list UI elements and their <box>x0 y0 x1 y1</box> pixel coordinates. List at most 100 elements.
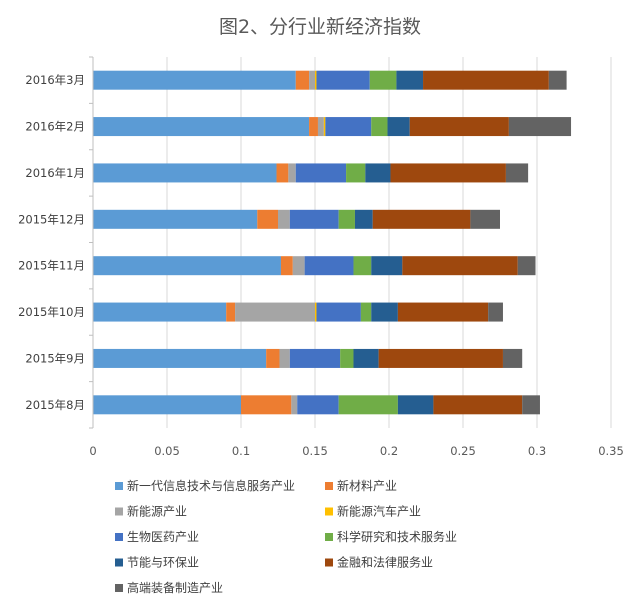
legend-swatch <box>325 482 333 490</box>
bar-segment <box>387 117 410 137</box>
bar-segment <box>433 395 523 415</box>
bar-segment <box>93 256 281 276</box>
bar-segment <box>502 348 523 368</box>
legend-swatch <box>115 482 123 490</box>
legend-label: 高端装备制造产业 <box>127 580 223 595</box>
category-label: 2015年11月 <box>18 259 85 273</box>
axes: 0 0.05 0.1 0.15 0.2 0.25 0.3 0.35 2016年3月 2016年2月… <box>18 56 624 458</box>
bar-segment <box>93 395 241 415</box>
x-tick-label: 0.2 <box>380 444 398 458</box>
bar-segment <box>316 70 370 90</box>
bar-segment <box>402 256 518 276</box>
legend-label: 节能与环保业 <box>127 556 199 570</box>
legend-swatch <box>115 558 123 567</box>
bar-segment <box>295 163 347 183</box>
bar-segment <box>369 70 397 90</box>
category-label: 2015年10月 <box>18 305 85 319</box>
x-tick-label: 0.05 <box>154 444 180 458</box>
bar-segment <box>409 117 509 137</box>
bar-segment <box>338 209 355 229</box>
bars <box>93 70 572 415</box>
bar-segment <box>304 256 354 276</box>
bar-segment <box>353 256 372 276</box>
bar-segment <box>488 302 503 322</box>
bar-segment <box>295 70 310 90</box>
bar-segment <box>360 302 372 322</box>
category-label: 2016年1月 <box>25 166 85 180</box>
bar-segment <box>372 209 471 229</box>
legend-label: 金融和法律服务业 <box>337 555 433 570</box>
bar-segment <box>93 348 267 368</box>
bar-segment <box>378 348 503 368</box>
bar-segment <box>365 163 391 183</box>
x-tick-label: 0.1 <box>232 444 250 458</box>
x-tick-label: 0.25 <box>450 444 476 458</box>
bar-segment <box>346 163 366 183</box>
bar-segment <box>280 256 293 276</box>
bar-segment <box>323 117 326 137</box>
x-tick-label: 0.15 <box>302 444 328 458</box>
legend-swatch <box>325 558 333 567</box>
bar-segment <box>288 163 296 183</box>
category-label: 2015年8月 <box>25 398 85 412</box>
bar-segment <box>315 302 317 322</box>
bar-segment <box>371 256 403 276</box>
bar-segment <box>279 348 290 368</box>
bar-segment <box>423 70 549 90</box>
bar-segment <box>338 395 398 415</box>
legend-swatch <box>115 533 123 541</box>
legend-label: 新能源汽车产业 <box>337 504 421 519</box>
legend-label: 科学研究和技术服务业 <box>337 529 457 544</box>
bar-segment <box>257 209 278 229</box>
bar-segment <box>266 348 280 368</box>
bar-segment <box>397 395 434 415</box>
bar-segment <box>276 163 289 183</box>
bar-segment <box>289 209 339 229</box>
bar-segment <box>93 163 277 183</box>
x-tick-label: 0.3 <box>528 444 546 458</box>
bar-segment <box>548 70 567 90</box>
bar-segment <box>309 117 318 137</box>
legend-label: 新一代信息技术与信息服务产业 <box>127 478 295 493</box>
bar-segment <box>226 302 236 322</box>
bar-segment <box>93 117 310 137</box>
category-label: 2016年3月 <box>25 73 85 87</box>
bar-segment <box>371 302 398 322</box>
bar-segment <box>508 117 572 137</box>
bar-segment <box>317 117 324 137</box>
x-tick-label: 0 <box>89 444 96 458</box>
legend-label: 新能源产业 <box>127 504 187 519</box>
bar-segment <box>241 395 292 415</box>
bar-segment <box>354 209 373 229</box>
legend-swatch <box>325 507 333 516</box>
bar-segment <box>93 302 227 322</box>
category-label: 2016年2月 <box>25 120 85 134</box>
bar-segment <box>397 302 489 322</box>
bar-segment <box>291 395 298 415</box>
bar-segment <box>235 302 315 322</box>
bar-segment <box>505 163 529 183</box>
bar-segment <box>289 348 341 368</box>
bar-segment <box>371 117 388 137</box>
bar-segment <box>316 302 361 322</box>
x-tick-label: 0.35 <box>598 444 624 458</box>
bar-segment <box>309 70 315 90</box>
bar-segment <box>93 70 296 90</box>
legend-swatch <box>325 533 333 541</box>
legend-label: 生物医药产业 <box>127 530 199 544</box>
bar-segment <box>470 209 500 229</box>
legend-swatch <box>115 507 123 516</box>
bar-segment <box>297 395 339 415</box>
legend-swatch <box>115 584 123 592</box>
bar-segment <box>292 256 305 276</box>
chart-title: 图2、分行业新经济指数 <box>219 16 421 38</box>
bar-segment <box>278 209 290 229</box>
bar-segment <box>315 70 317 90</box>
gridlines <box>166 57 612 428</box>
legend-label: 新材料产业 <box>337 478 397 493</box>
bar-segment <box>93 209 258 229</box>
category-label: 2015年9月 <box>25 351 85 365</box>
